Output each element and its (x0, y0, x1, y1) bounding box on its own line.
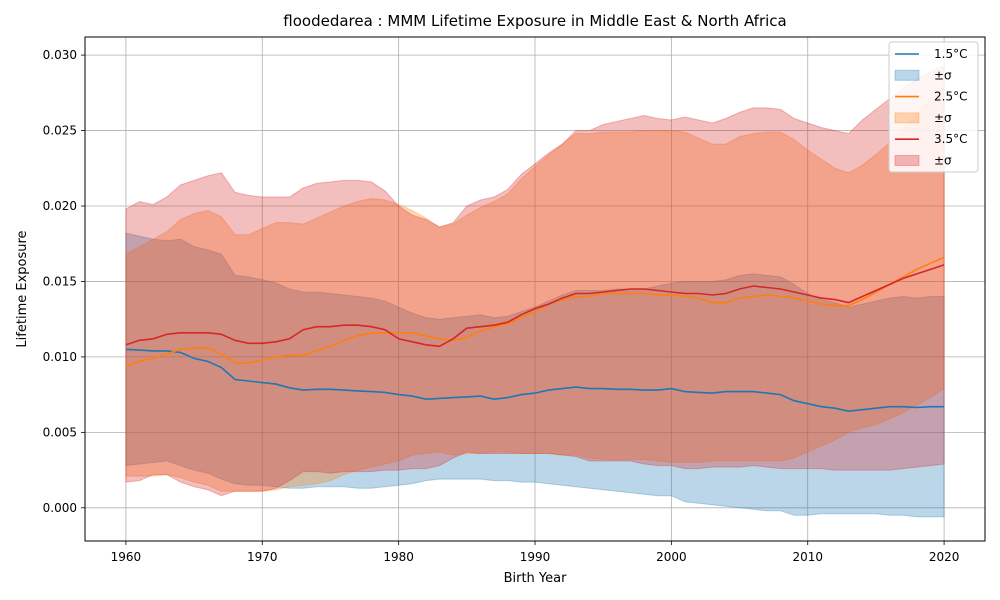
legend-band-label: ±σ (934, 111, 952, 125)
legend-box (888, 41, 979, 173)
x-axis-label: Birth Year (504, 571, 568, 586)
legend-band-swatch (894, 155, 920, 166)
bands (125, 64, 945, 518)
legend-label: 3.5°C (934, 132, 967, 146)
y-tick-label: 0.000 (43, 501, 77, 515)
band-series-0 (125, 232, 945, 518)
x-tick-label: 2010 (792, 550, 823, 564)
legend-band-label: ±σ (934, 68, 952, 82)
line-series-2 (125, 264, 945, 348)
x-tick-label: 1960 (111, 550, 142, 564)
chart-title: floodedarea : MMM Lifetime Exposure in M… (283, 12, 786, 30)
line-series-1 (125, 256, 945, 367)
grid (85, 37, 985, 541)
legend-label: 2.5°C (934, 90, 967, 104)
y-tick-label: 0.005 (43, 425, 77, 439)
x-tick-label: 1980 (383, 550, 414, 564)
legend-label: 1.5°C (934, 47, 967, 61)
legend-band-label: ±σ (934, 154, 952, 168)
y-tick-label: 0.020 (43, 199, 77, 213)
x-axis: 1960 1970 1980 1990 2000 2010 2020 (111, 541, 960, 564)
line-series-0 (125, 348, 945, 413)
y-tick-label: 0.030 (43, 48, 77, 62)
x-tick-label: 1970 (247, 550, 278, 564)
band-series-1 (125, 85, 945, 492)
x-tick-label: 2020 (929, 550, 960, 564)
lines (125, 256, 945, 413)
x-tick-label: 2000 (656, 550, 687, 564)
y-axis-label: Lifetime Exposure (15, 230, 30, 347)
y-axis: 0.000 0.005 0.010 0.015 0.020 0.025 0.030 (43, 48, 85, 515)
legend-band-swatch (894, 112, 920, 124)
y-tick-label: 0.025 (43, 124, 77, 138)
y-tick-label: 0.015 (43, 274, 77, 288)
x-tick-label: 1990 (520, 550, 551, 564)
legend-band-swatch (894, 69, 920, 81)
legend: 1.5°C ±σ 2.5°C ±σ 3.5°C ±σ (888, 41, 979, 173)
band-series-2 (125, 64, 945, 497)
y-tick-label: 0.010 (43, 350, 77, 364)
